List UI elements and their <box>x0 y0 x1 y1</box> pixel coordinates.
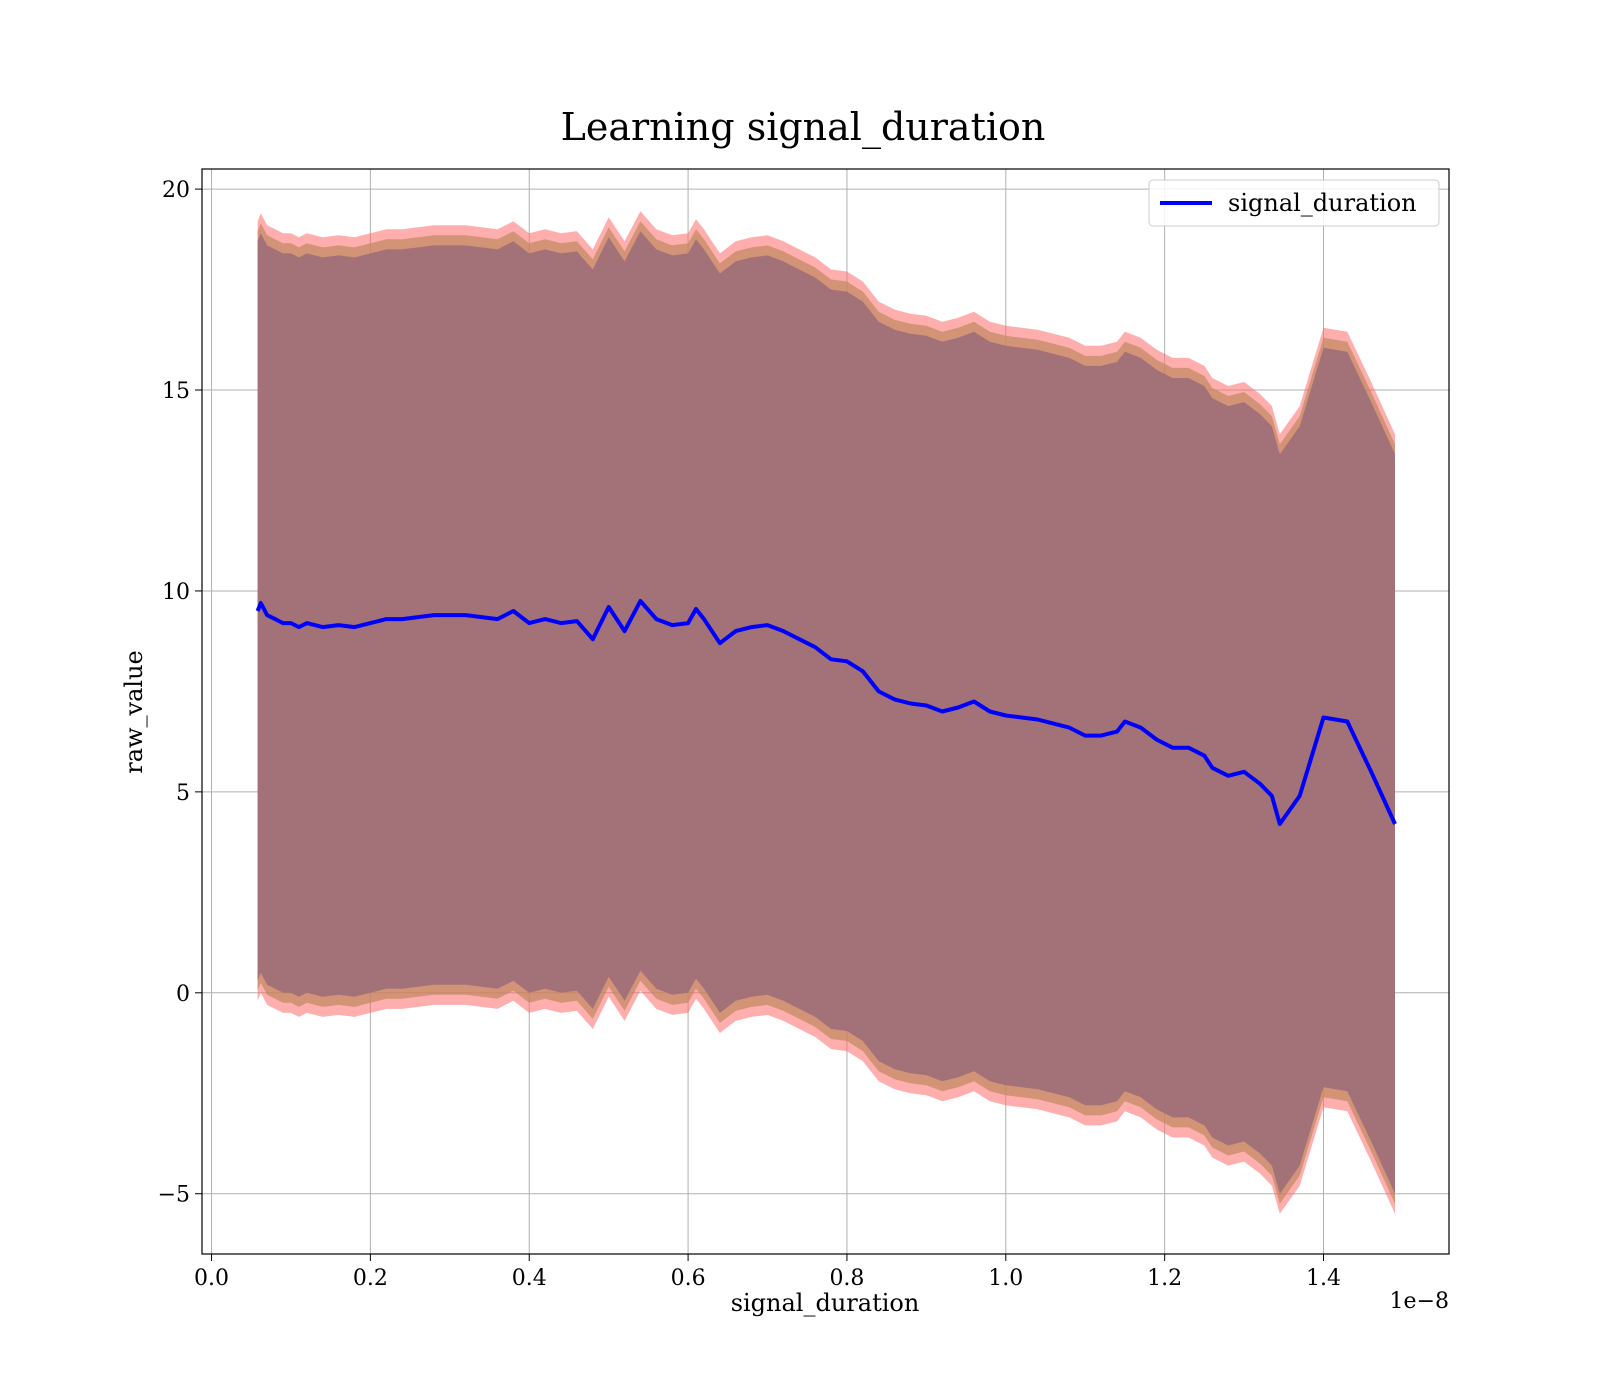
y-tick-label-2: 5 <box>176 781 190 806</box>
x-tick-label-5: 1.0 <box>988 1266 1023 1291</box>
y-axis-label: raw_value <box>120 650 148 774</box>
x-tick-label-6: 1.2 <box>1147 1266 1182 1291</box>
x-tick-label-1: 0.2 <box>353 1266 388 1291</box>
y-tick-label-1: 0 <box>176 982 190 1007</box>
legend-box <box>1148 179 1440 227</box>
legend: signal_duration <box>1148 179 1440 227</box>
y-tick-label-5: 20 <box>162 178 190 203</box>
x-offset-label: 1e−8 <box>1390 1289 1449 1314</box>
legend-label: signal_duration <box>1228 189 1417 217</box>
y-tick-label-4: 15 <box>162 379 190 404</box>
x-axis-ticks: 0.0 0.2 0.4 0.6 0.8 1.0 1.2 1.4 <box>194 1254 1341 1291</box>
confidence-bands <box>257 211 1396 1214</box>
series-line-signal-duration <box>255 599 1397 826</box>
y-axis-ticks: −5 0 5 10 15 20 <box>158 178 202 1208</box>
plot-frame <box>201 168 1450 1255</box>
y-tick-label-3: 10 <box>162 580 190 605</box>
x-tick-label-3: 0.6 <box>671 1266 706 1291</box>
x-tick-label-2: 0.4 <box>512 1266 547 1291</box>
x-tick-label-0: 0.0 <box>194 1266 229 1291</box>
y-tick-label-0: −5 <box>158 1183 190 1208</box>
band-inner <box>257 231 1396 1194</box>
x-axis-label: signal_duration <box>731 1289 920 1317</box>
chart-title: Learning signal_duration <box>561 105 1046 150</box>
x-tick-label-4: 0.8 <box>829 1266 864 1291</box>
x-tick-label-7: 1.4 <box>1306 1266 1341 1291</box>
